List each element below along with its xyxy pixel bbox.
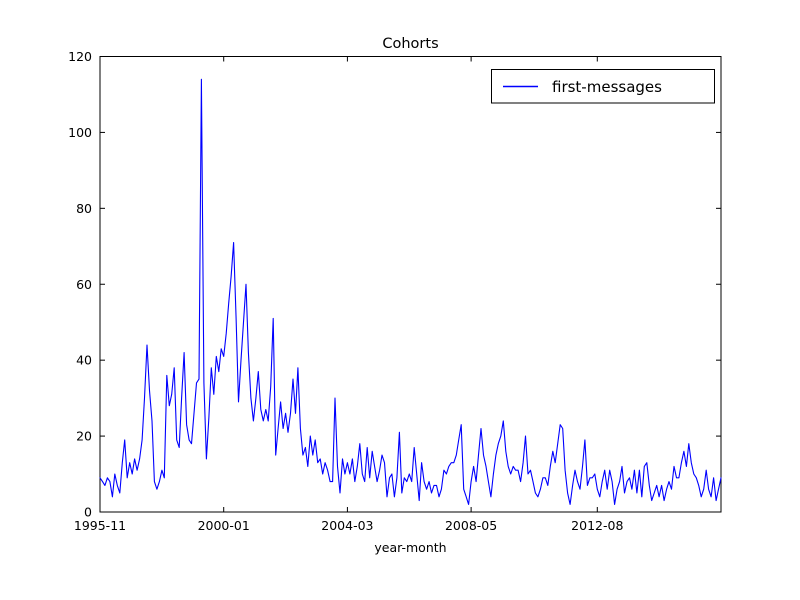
x-tick-label: 2000-01: [198, 518, 250, 533]
x-tick-label: 2004-03: [321, 518, 373, 533]
chart-title: Cohorts: [382, 36, 438, 52]
legend-label: first-messages: [552, 78, 662, 96]
y-tick-label: 60: [76, 277, 92, 292]
x-axis-label: year-month: [374, 540, 446, 555]
y-tick-label: 100: [68, 125, 92, 140]
y-tick-label: 20: [76, 429, 92, 444]
y-axis-ticks: 0 20 40 60 80 100 120: [68, 49, 721, 520]
legend: first-messages: [491, 69, 715, 104]
y-tick-label: 120: [68, 49, 92, 64]
plot-frame: [99, 56, 722, 513]
x-tick-label: 1995-11: [74, 518, 126, 533]
y-tick-label: 80: [76, 201, 92, 216]
x-tick-label: 2012-08: [571, 518, 623, 533]
y-tick-label: 0: [84, 505, 92, 520]
x-axis-ticks: 1995-11 2000-01 2004-03 2008-05 2012-08: [74, 56, 623, 533]
y-tick-label: 40: [76, 353, 92, 368]
x-tick-label: 2008-05: [445, 518, 497, 533]
line-series-first-messages: [99, 78, 722, 505]
